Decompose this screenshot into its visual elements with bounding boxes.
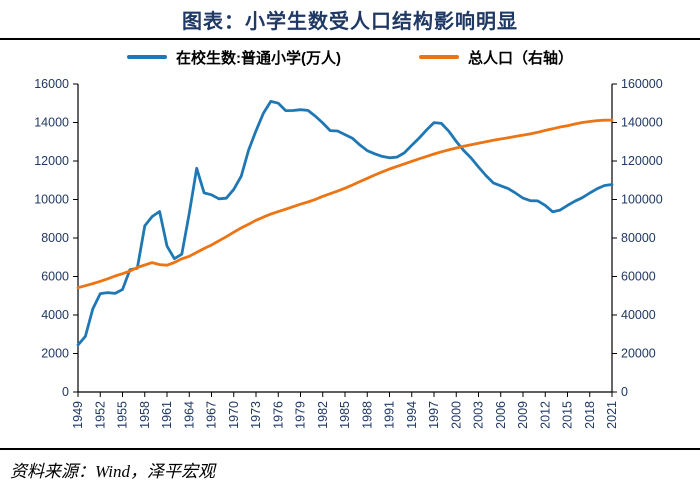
left-axis-tick-label: 0 <box>62 385 69 399</box>
x-axis-tick-label: 2003 <box>472 401 486 429</box>
left-axis-tick-label: 6000 <box>41 270 69 284</box>
x-axis-tick-label: 1958 <box>138 401 152 429</box>
right-axis-tick-label: 0 <box>621 385 628 399</box>
x-axis-tick-label: 2012 <box>538 401 552 429</box>
right-axis-tick-label: 40000 <box>621 308 656 322</box>
x-axis-tick-label: 1964 <box>182 401 196 429</box>
legend-label-students: 在校生数:普通小学(万人) <box>175 49 341 67</box>
x-axis-tick-label: 1988 <box>360 401 374 429</box>
left-axis-tick-label: 4000 <box>41 308 69 322</box>
left-axis-tick-label: 12000 <box>34 154 69 168</box>
right-axis-tick-label: 140000 <box>621 116 663 130</box>
x-axis-tick-label: 1985 <box>338 401 352 429</box>
x-axis-tick-label: 2018 <box>583 401 597 429</box>
legend-line-swatch-students <box>126 55 167 59</box>
right-axis-tick-label: 120000 <box>621 154 663 168</box>
right-axis-tick-label: 160000 <box>621 77 663 91</box>
x-axis-tick-label: 2006 <box>494 401 508 429</box>
right-axis-tick-label: 60000 <box>621 270 656 284</box>
line-chart: 0200040006000800010000120001400016000020… <box>34 77 663 429</box>
x-axis-tick-label: 1979 <box>294 401 308 429</box>
right-axis-tick-label: 80000 <box>621 231 656 245</box>
right-axis-tick-label: 100000 <box>621 193 663 207</box>
x-axis-tick-label: 2000 <box>449 401 463 429</box>
x-axis-tick-label: 1976 <box>271 401 285 429</box>
title-bar: 图表：小学生数受人口结构影响明显 <box>0 0 700 40</box>
chart-title: 图表：小学生数受人口结构影响明显 <box>182 10 518 33</box>
x-axis-tick-label: 1961 <box>160 401 174 429</box>
x-axis-tick-label: 1967 <box>205 401 219 429</box>
x-axis-tick-label: 2015 <box>561 401 575 429</box>
x-axis-tick-label: 2009 <box>516 401 530 429</box>
series-line-students <box>76 99 614 347</box>
x-axis-tick-label: 1973 <box>249 401 263 429</box>
x-axis-tick-label: 1949 <box>71 401 85 429</box>
chart-legend: 在校生数:普通小学(万人) 总人口（右轴） <box>0 40 700 74</box>
x-axis-tick-label: 2021 <box>605 401 619 429</box>
left-axis-tick-label: 16000 <box>34 77 69 91</box>
series-line-population <box>76 118 614 290</box>
right-axis-tick-label: 20000 <box>621 347 656 361</box>
source-text: 资料来源：Wind，泽平宏观 <box>10 462 215 481</box>
legend-item-population: 总人口（右轴） <box>418 47 573 68</box>
left-axis-tick-label: 2000 <box>41 347 69 361</box>
x-axis-tick-label: 1955 <box>116 401 130 429</box>
x-axis-tick-label: 1997 <box>427 401 441 429</box>
x-axis-tick-label: 1994 <box>405 401 419 429</box>
left-axis-tick-label: 10000 <box>34 193 69 207</box>
x-axis-tick-label: 1952 <box>93 401 107 429</box>
legend-label-population: 总人口（右轴） <box>467 49 573 67</box>
legend-line-swatch-population <box>418 55 459 59</box>
legend-item-students: 在校生数:普通小学(万人) <box>126 47 341 68</box>
x-axis-tick-label: 1991 <box>383 401 397 429</box>
x-axis-tick-label: 1970 <box>227 401 241 429</box>
footer: 资料来源：Wind，泽平宏观 <box>0 448 700 482</box>
left-axis-tick-label: 8000 <box>41 231 69 245</box>
x-axis-tick-label: 1982 <box>316 401 330 429</box>
left-axis-tick-label: 14000 <box>34 116 69 130</box>
